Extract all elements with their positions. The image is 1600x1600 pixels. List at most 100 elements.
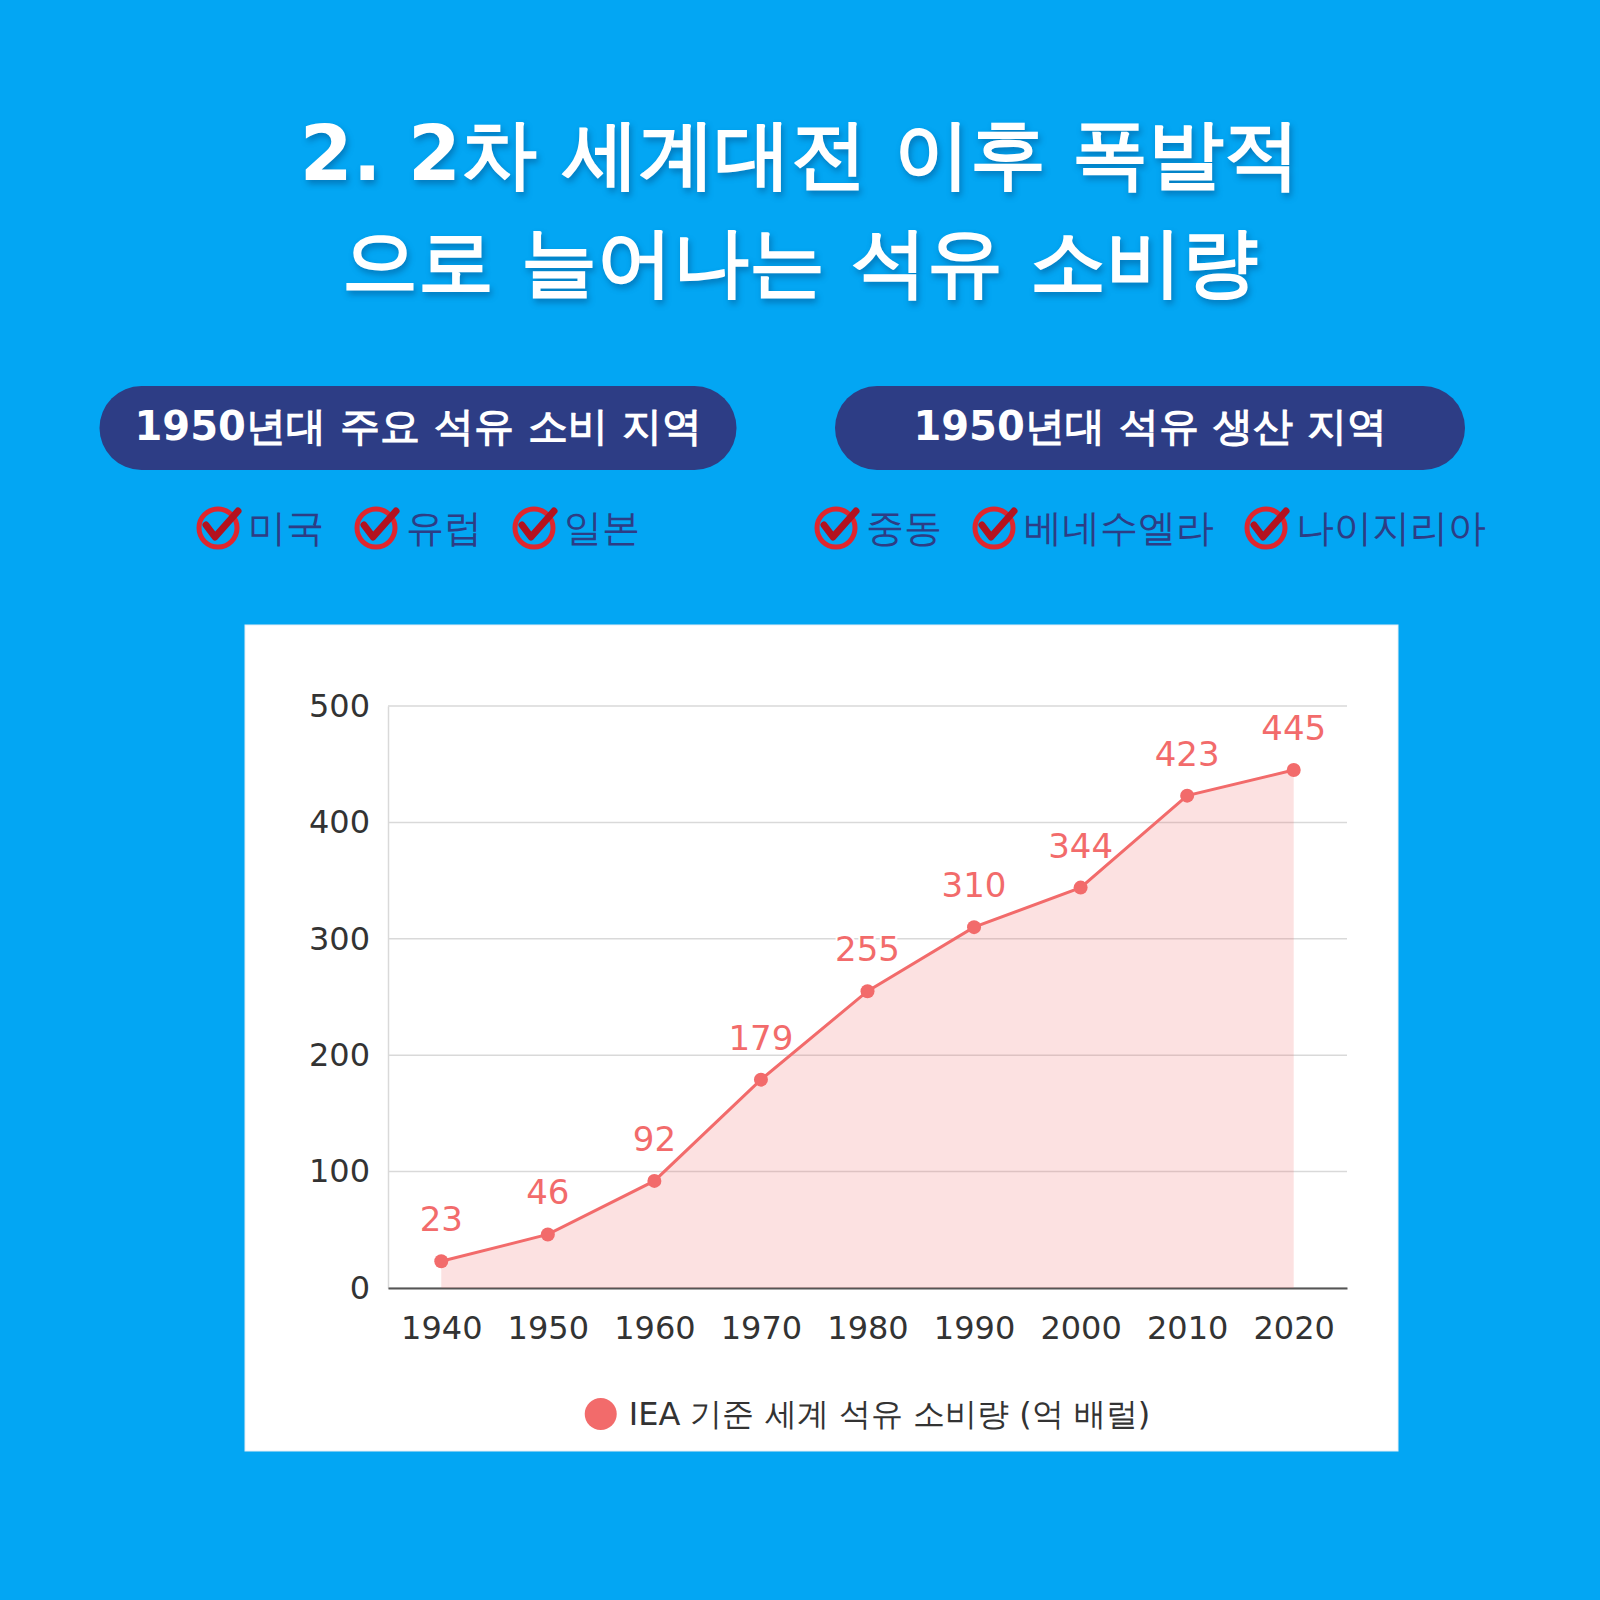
- check-item: 베네수엘라: [975, 506, 1214, 550]
- check-mark: [824, 511, 856, 537]
- legend-label: IEA 기준 세계 석유 소비량 (억 배럴): [629, 1395, 1151, 1433]
- section-heading: 1950년대 석유 생산 지역: [913, 403, 1386, 449]
- area: [441, 770, 1293, 1288]
- x-tick: 1940: [401, 1288, 482, 1347]
- point: [434, 1254, 448, 1268]
- page: 2. 2차 세계대전 이후 폭발적으로 늘어나는 석유 소비량 1950년대 주요…: [0, 0, 1600, 1600]
- check-items: 미국 유럽 일본: [199, 506, 640, 550]
- y-tick-label: 500: [309, 687, 370, 725]
- check-item: 유럽: [357, 506, 482, 550]
- point: [754, 1073, 768, 1087]
- x-tick: 2010: [1147, 1288, 1228, 1347]
- check-circle: [975, 509, 1013, 547]
- check-mark: [522, 511, 554, 537]
- check-icon: [1247, 509, 1286, 547]
- check-mark: [364, 511, 396, 537]
- check-label: 중동: [866, 506, 942, 550]
- x-tick-label: 1980: [827, 1309, 908, 1347]
- y-tick: 400: [309, 803, 388, 841]
- section-pill: [99, 386, 736, 470]
- x-tick: 1990: [934, 1288, 1015, 1347]
- x-tick: 2000: [1040, 1288, 1121, 1347]
- check-circle: [817, 509, 855, 547]
- grid-line: [388, 705, 1347, 707]
- check-item: 미국: [199, 506, 324, 550]
- data-label: 445: [1261, 708, 1326, 748]
- data-label: 310: [942, 865, 1007, 905]
- check-label: 나이지리아: [1296, 506, 1486, 550]
- background: [0, 0, 1600, 1600]
- y-tick: 0: [350, 1269, 388, 1307]
- point: [1287, 763, 1301, 777]
- legend-marker: [585, 1398, 617, 1430]
- x-tick-label: 2000: [1040, 1309, 1121, 1347]
- y-axis: 0 100 200 300 400 500: [309, 687, 389, 1307]
- check-circle: [515, 509, 553, 547]
- check-circle: [357, 509, 395, 547]
- check-circle: [199, 509, 237, 547]
- x-tick: 1970: [721, 1288, 802, 1347]
- check-mark: [982, 511, 1014, 537]
- data-labels: 23 46 92 179 255 310 344 423 445: [420, 708, 1327, 1239]
- check-icon: [357, 509, 396, 547]
- check-item: 일본: [515, 506, 640, 550]
- y-axis-line: [388, 707, 390, 1289]
- y-tick: 300: [309, 920, 388, 958]
- check-item: 나이지리아: [1247, 506, 1486, 550]
- x-tick-label: 2010: [1147, 1309, 1228, 1347]
- point: [967, 920, 981, 934]
- check-label: 유럽: [406, 506, 482, 550]
- x-tick-label: 1970: [721, 1309, 802, 1347]
- x-tick-label: 1940: [401, 1309, 482, 1347]
- line: [441, 770, 1293, 1261]
- data-label: 23: [420, 1199, 463, 1239]
- data-label: 92: [633, 1119, 676, 1159]
- check-circle: [1247, 509, 1285, 547]
- title: 2. 2차 세계대전 이후 폭발적: [300, 109, 1300, 198]
- check-icon: [515, 509, 554, 547]
- plot: [434, 763, 1300, 1288]
- legend: IEA 기준 세계 석유 소비량 (억 배럴): [585, 1395, 1151, 1433]
- x-tick-label: 2020: [1254, 1309, 1335, 1347]
- section-heading: 1950년대 주요 석유 소비 지역: [134, 403, 701, 449]
- y-tick-label: 300: [309, 920, 370, 958]
- check-label: 일본: [564, 506, 640, 550]
- y-tick-label: 400: [309, 803, 370, 841]
- chart-background: [245, 625, 1398, 1451]
- check-icon: [975, 509, 1014, 547]
- data-label: 255: [835, 929, 900, 969]
- check-mark: [1254, 511, 1286, 537]
- point: [1180, 789, 1194, 803]
- x-tick: 1950: [508, 1288, 589, 1347]
- point: [861, 984, 875, 998]
- y-tick: 500: [309, 687, 388, 725]
- check-icon: [817, 509, 856, 547]
- x-tick: 1960: [614, 1288, 695, 1347]
- y-tick: 100: [309, 1152, 388, 1190]
- x-tick-label: 1960: [614, 1309, 695, 1347]
- point: [1074, 881, 1088, 895]
- x-tick: 1980: [827, 1288, 908, 1347]
- y-tick: 200: [309, 1036, 388, 1074]
- y-tick-label: 200: [309, 1036, 370, 1074]
- point: [647, 1174, 661, 1188]
- section: 1950년대 주요 석유 소비 지역미국 유럽 일본: [99, 386, 736, 550]
- data-label: 344: [1048, 826, 1113, 866]
- check-items: 중동 베네수엘라 나이지리아: [817, 506, 1486, 550]
- check-item: 중동: [817, 506, 942, 550]
- title: 으로 늘어나는 석유 소비량: [342, 217, 1257, 306]
- point: [541, 1227, 555, 1241]
- check-label: 미국: [248, 506, 324, 550]
- section: 1950년대 석유 생산 지역중동 베네수엘라 나이지리아: [817, 386, 1486, 550]
- data-label: 46: [526, 1172, 569, 1212]
- check-label: 베네수엘라: [1024, 506, 1214, 550]
- y-tick-label: 100: [309, 1152, 370, 1190]
- check-mark: [206, 511, 238, 537]
- data-label: 179: [728, 1018, 793, 1058]
- check-icon: [199, 509, 238, 547]
- x-tick-label: 1950: [508, 1309, 589, 1347]
- data-label: 423: [1155, 734, 1220, 774]
- grid: [388, 706, 1347, 1288]
- x-tick-label: 1990: [934, 1309, 1015, 1347]
- y-tick-label: 0: [350, 1269, 370, 1307]
